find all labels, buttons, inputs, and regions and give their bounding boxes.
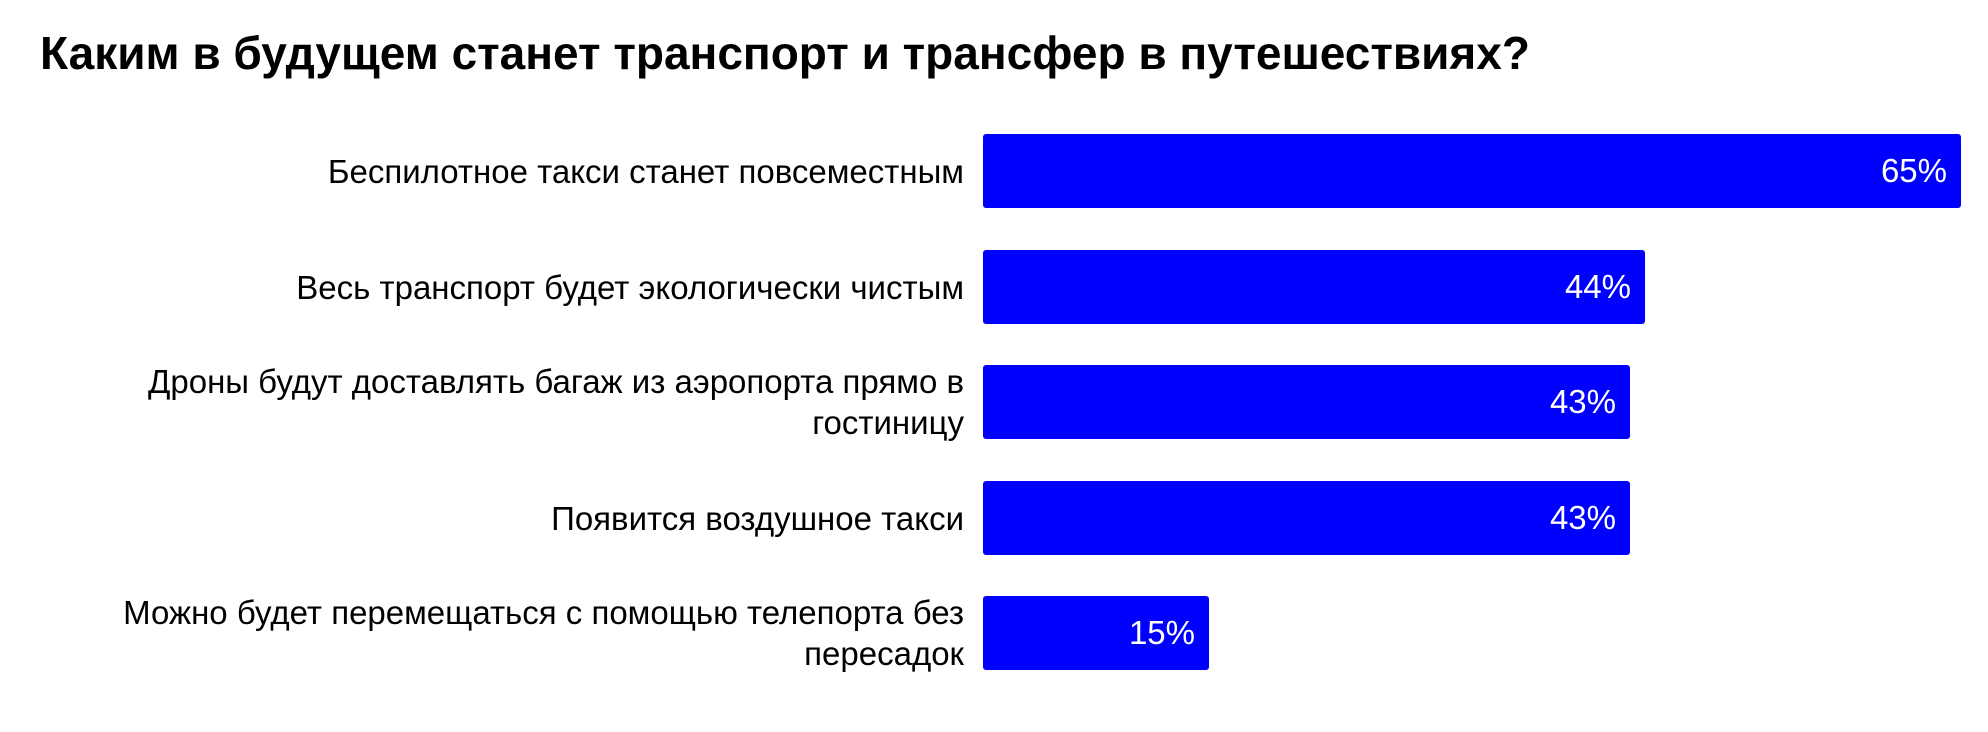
bar-row: Можно будет перемещаться с помощью телеп… [0,594,1988,672]
bar-value-label: 43% [1549,499,1616,536]
bar-value-label: 43% [1549,383,1616,420]
bar-value-label: 65% [1880,152,1947,189]
bar-row: Появится воздушное такси 43% [0,481,1988,555]
bar-row: Весь транспорт будет экологически чистым… [0,250,1988,324]
bar-row: Дроны будут доставлять багаж из аэропорт… [0,363,1988,441]
category-label: Можно будет перемещаться с помощью телеп… [24,594,964,672]
bar: 44% [983,250,1645,324]
category-label: Беспилотное такси станет повсеместным [24,134,964,208]
category-label-text: Дроны будут доставлять багаж из аэропорт… [148,363,964,441]
category-label-text: Весь транспорт будет экологически чистым [296,268,964,306]
bar-value-label: 15% [1128,614,1195,651]
category-label: Появится воздушное такси [24,481,964,555]
bar-value-label: 44% [1564,268,1631,305]
category-label-text: Можно будет перемещаться с помощью телеп… [123,594,964,672]
category-label: Дроны будут доставлять багаж из аэропорт… [24,363,964,441]
chart-title: Каким в будущем станет транспорт и транс… [40,27,1530,79]
category-label-text: Появится воздушное такси [551,499,964,537]
bar: 43% [983,481,1630,555]
bar: 15% [983,596,1209,670]
bar: 65% [983,134,1961,208]
category-label-text: Беспилотное такси станет повсеместным [327,152,964,190]
bar: 43% [983,365,1630,439]
bar-row: Беспилотное такси станет повсеместным 65% [0,134,1988,208]
category-label: Весь транспорт будет экологически чистым [24,250,964,324]
